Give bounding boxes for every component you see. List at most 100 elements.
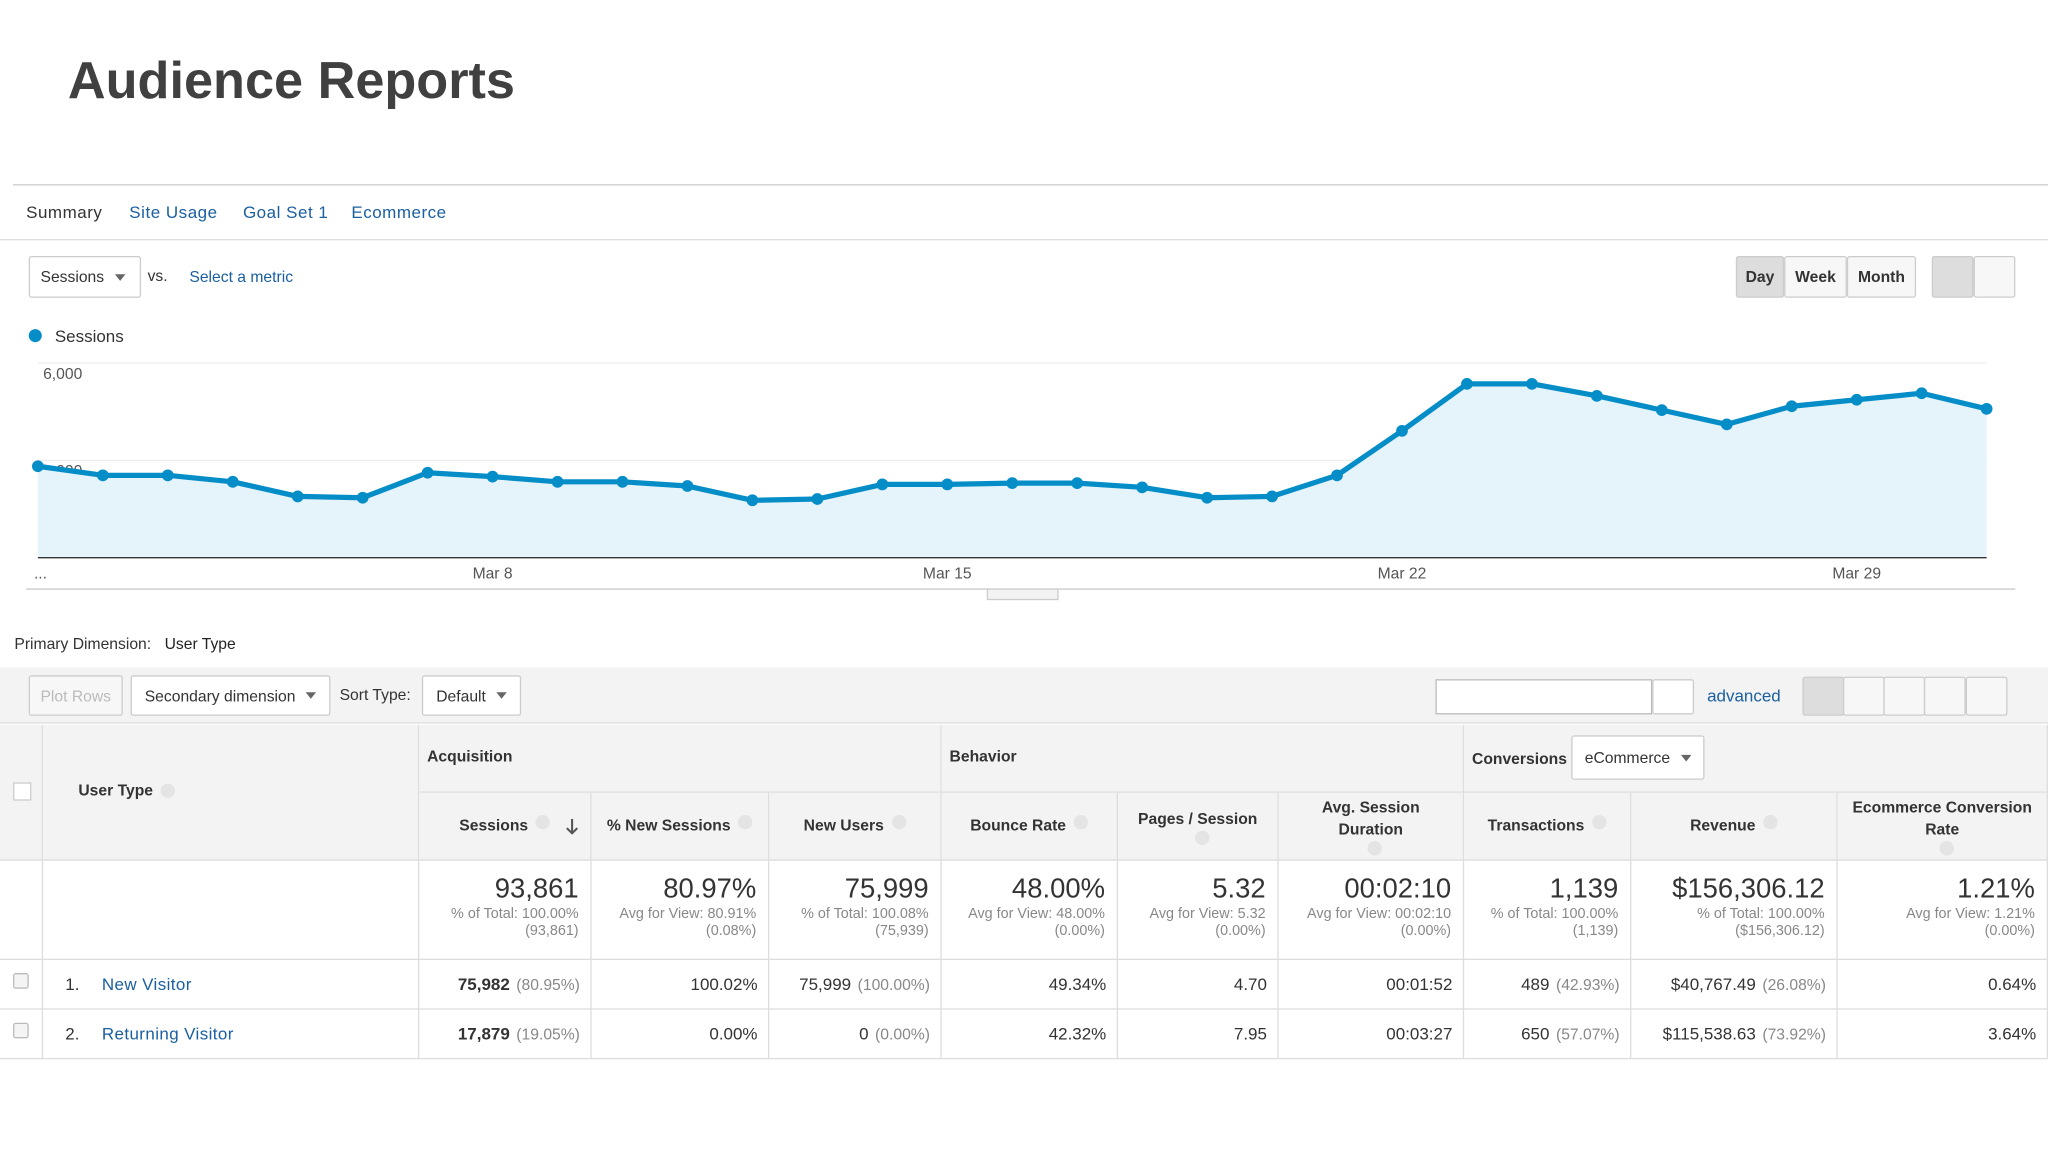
area — [37, 383, 1987, 558]
totals-cell: 00:02:10 Avg for View: 00:02:10 (0.00%) — [1278, 860, 1465, 960]
point — [1785, 400, 1798, 413]
row-cell-text: 0.00% — [709, 1024, 757, 1044]
point — [161, 469, 174, 482]
totals-cell: 1.21% Avg for View: 1.21% (0.00%) — [1837, 860, 2048, 960]
row-name[interactable]: New Visitor — [101, 974, 192, 994]
secondary-dimension[interactable]: Secondary dimension — [130, 675, 331, 716]
help-icon[interactable] — [1938, 841, 1954, 856]
totals-note: (0.00%) — [1215, 923, 1266, 940]
column-name: New Users — [803, 816, 884, 835]
period-button[interactable]: Day — [1735, 255, 1785, 298]
totals-note: Avg for View: 00:02:10 — [1307, 906, 1452, 923]
checkbox[interactable] — [13, 782, 32, 801]
help-icon[interactable] — [738, 815, 753, 830]
advanced-link[interactable]: advanced — [1707, 685, 1781, 706]
point — [1201, 491, 1213, 504]
tab[interactable]: Site Usage — [129, 202, 218, 223]
legend-label: Sessions — [55, 327, 124, 346]
search-button[interactable] — [1652, 679, 1695, 715]
point — [486, 470, 499, 483]
sort-arrow — [566, 818, 579, 835]
search-input[interactable] — [1435, 679, 1653, 715]
x-tick-label: Mar 8 — [473, 566, 513, 583]
tab[interactable]: Goal Set 1 — [242, 202, 329, 223]
row-cell-text: 7.95 — [1234, 1024, 1267, 1044]
row-cell-text: 49.34% — [1049, 974, 1107, 994]
caret — [1680, 754, 1691, 761]
row-value: 4.70 — [1233, 974, 1267, 994]
column-name: Revenue — [1690, 816, 1756, 835]
point — [31, 460, 44, 473]
row-cell-text: 0 (0.00%) — [859, 1024, 930, 1044]
row-value: 00:01:52 — [1386, 974, 1453, 994]
help-icon[interactable] — [1194, 830, 1209, 845]
period-button[interactable]: Week — [1784, 255, 1847, 298]
row-value: 100.02% — [690, 974, 758, 994]
x-tick-label: Mar 22 — [1378, 566, 1427, 583]
row-cell: 489 (42.93%) — [1464, 959, 1632, 1010]
totals-stack: 00:02:10 Avg for View: 00:02:10 (0.00%) — [1307, 872, 1451, 940]
chart-type-button[interactable] — [1931, 255, 1974, 298]
plot-rows-button[interactable]: Plot Rows — [28, 675, 123, 716]
tab[interactable]: Ecommerce — [351, 202, 447, 223]
totals-stack: 1,139 % of Total: 100.00% (1,139) — [1491, 872, 1619, 940]
column-header-text[interactable]: Sessions — [419, 793, 590, 860]
metric-selector[interactable]: Sessions — [28, 255, 142, 298]
x-tick-label: Mar 29 — [1832, 566, 1881, 583]
point — [226, 475, 239, 488]
help-icon[interactable] — [1592, 815, 1607, 830]
chart-type-button[interactable] — [1973, 255, 2016, 298]
row-value: 49.34% — [1048, 974, 1107, 994]
group-name: Acquisition — [427, 747, 513, 766]
point — [1655, 404, 1668, 417]
period-button[interactable]: Month — [1846, 255, 1917, 298]
totals-cell: 1,139 % of Total: 100.00% (1,139) — [1464, 860, 1632, 960]
sort-type[interactable]: Default — [421, 675, 522, 716]
column-header: Ecommerce Conversion Rate — [1837, 792, 2048, 861]
row-value: 650 — [1521, 1023, 1550, 1044]
column-header-text: Ecommerce Conversion Rate — [1838, 793, 2047, 860]
row-value: 00:03:27 — [1386, 1023, 1453, 1044]
row-share: (57.07%) — [1555, 1025, 1620, 1044]
select-metric[interactable]: Select a metric — [189, 267, 294, 287]
help-icon[interactable] — [535, 815, 551, 830]
view-button[interactable] — [1883, 676, 1926, 716]
x-tick-label: ... — [34, 566, 47, 583]
column-header: Transactions — [1464, 792, 1632, 861]
row-cell-text: 42.32% — [1049, 1024, 1107, 1044]
column-header: % New Sessions — [591, 792, 770, 861]
row-cell-text: 650 (57.07%) — [1521, 1024, 1619, 1044]
row-share: (100.00%) — [857, 975, 930, 994]
view-button[interactable] — [1923, 676, 1966, 716]
row-value: 75,982 — [457, 974, 510, 994]
help-icon[interactable] — [160, 784, 176, 799]
totals-note: % of Total: 100.00% — [1697, 906, 1825, 923]
checkbox[interactable] — [13, 1022, 29, 1039]
row-value: 17,879 — [457, 1023, 510, 1044]
help-icon[interactable] — [1763, 815, 1778, 830]
view-button[interactable] — [1842, 676, 1885, 716]
group-selector[interactable]: eCommerce — [1571, 735, 1705, 780]
point — [681, 480, 694, 492]
column-name: Pages / Session — [1138, 809, 1258, 828]
row-cell-text: 00:01:52 — [1386, 974, 1452, 994]
help-icon[interactable] — [1073, 815, 1089, 830]
row-cell: 42.32% — [941, 1009, 1119, 1060]
view-button[interactable] — [1802, 676, 1845, 716]
tab[interactable]: Summary — [26, 202, 103, 223]
group-header: Acquisition — [419, 724, 942, 793]
help-icon[interactable] — [891, 815, 907, 830]
view-button[interactable] — [1965, 676, 2008, 716]
column-header-text: % New Sessions — [592, 793, 768, 860]
point — [1590, 389, 1603, 402]
caret — [114, 273, 125, 281]
totals-note: Avg for View: 5.32 — [1149, 906, 1266, 923]
help-icon[interactable] — [1367, 841, 1382, 856]
totals-stack: $156,306.12 % of Total: 100.00% ($156,306.… — [1672, 872, 1825, 940]
point — [1006, 477, 1019, 489]
checkbox[interactable] — [13, 973, 29, 989]
row-name[interactable]: Returning Visitor — [101, 1023, 234, 1044]
group-name: Conversions — [1471, 749, 1567, 768]
row-share: (0.00%) — [875, 1025, 930, 1044]
primary-dimension-label: Primary Dimension: — [14, 634, 152, 654]
